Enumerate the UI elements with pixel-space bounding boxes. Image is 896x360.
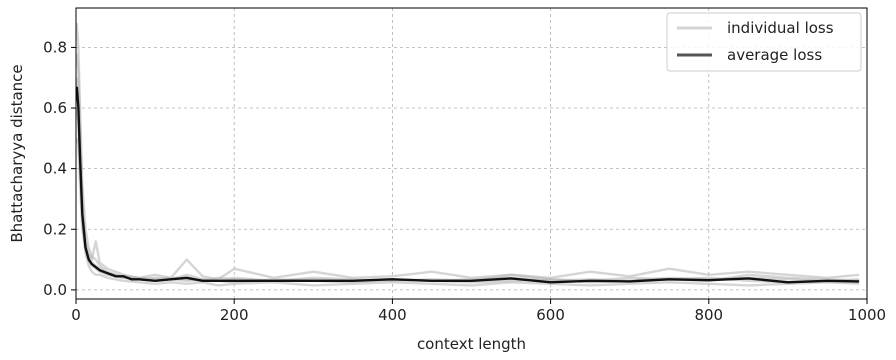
y-tick-label: 0.4 xyxy=(43,160,67,178)
y-tick-label: 0.8 xyxy=(43,38,67,56)
y-tick-label: 0.2 xyxy=(43,220,67,238)
average-loss-line-group xyxy=(75,86,860,284)
x-tick-label: 1000 xyxy=(848,306,886,324)
y-axis-ticks: 0.0 0.2 0.4 0.6 0.8 xyxy=(43,38,76,299)
legend-box xyxy=(666,12,862,72)
individual-loss-line xyxy=(75,77,860,287)
y-tick-label: 0.0 xyxy=(43,281,67,299)
legend-label-individual: individual loss xyxy=(727,19,834,37)
individual-loss-line xyxy=(75,107,860,282)
x-axis-label: context length xyxy=(417,335,526,353)
individual-loss-line xyxy=(75,53,860,281)
plot-frame xyxy=(75,7,868,300)
legend: individual loss average loss xyxy=(666,12,862,72)
x-tick-label: 600 xyxy=(536,306,565,324)
y-tick-label: 0.6 xyxy=(43,99,67,117)
legend-label-average: average loss xyxy=(727,46,822,64)
x-tick-label: 800 xyxy=(694,306,723,324)
x-tick-label: 0 xyxy=(71,306,81,324)
y-axis-label: Bhattacharyya distance xyxy=(8,64,26,242)
x-tick-label: 200 xyxy=(220,306,249,324)
individual-loss-line xyxy=(75,137,860,284)
x-axis-ticks: 0 200 400 600 800 1000 xyxy=(71,299,886,324)
average-loss-line xyxy=(75,86,860,284)
x-tick-label: 400 xyxy=(378,306,407,324)
